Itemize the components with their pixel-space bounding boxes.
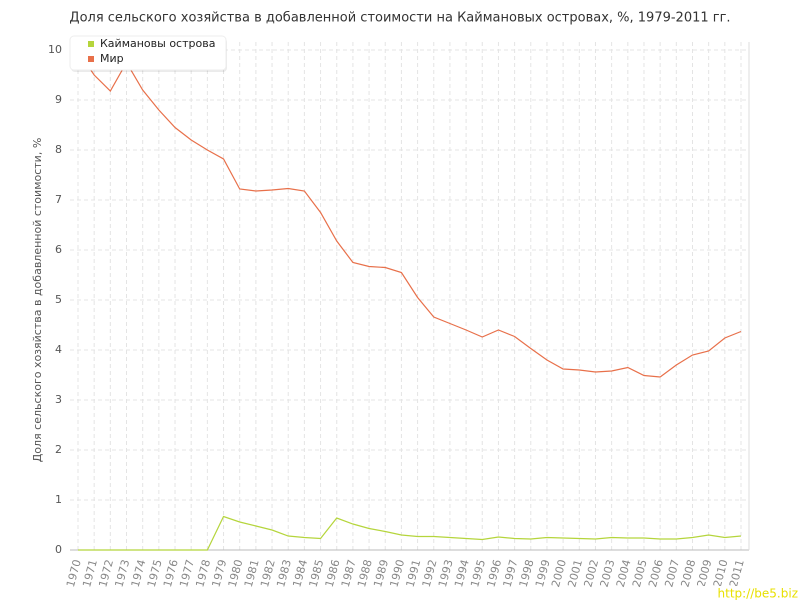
legend-box [69, 35, 227, 71]
y-tick-label: 8 [55, 143, 62, 156]
y-tick-label: 2 [55, 443, 62, 456]
watermark-bg [696, 586, 800, 600]
chart-title: Доля сельского хозяйства в добавленной с… [69, 11, 730, 26]
y-tick-label: 9 [55, 93, 62, 106]
legend-label: Каймановы острова [100, 37, 215, 50]
legend-swatch [88, 41, 94, 47]
legend-label: Мир [100, 52, 124, 65]
y-tick-label: 10 [48, 43, 62, 56]
y-tick-label: 1 [55, 493, 62, 506]
y-tick-label: 0 [55, 543, 62, 556]
y-tick-label: 7 [55, 193, 62, 206]
watermark: http://be5.biz [718, 587, 798, 600]
series-line [78, 515, 742, 551]
y-tick-label: 4 [55, 343, 62, 356]
series-line [77, 50, 742, 378]
y-tick-label: 6 [55, 243, 62, 256]
legend-swatch [88, 56, 94, 62]
y-tick-label: 3 [55, 393, 62, 406]
y-axis-label: Доля сельского хозяйства в добавленной с… [31, 138, 44, 463]
y-tick-label: 5 [55, 293, 62, 306]
